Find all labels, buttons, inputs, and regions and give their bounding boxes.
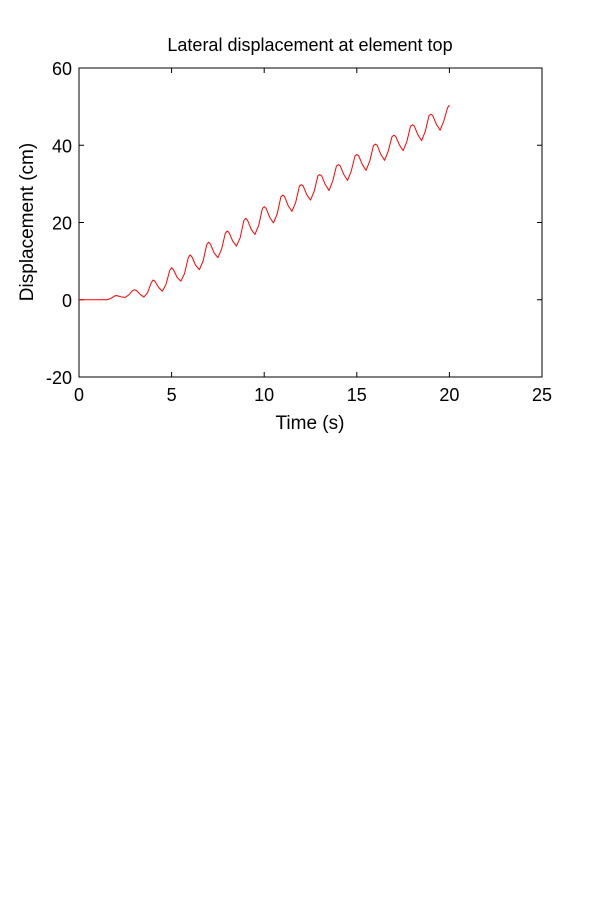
x-tick-label: 25 — [532, 385, 552, 405]
x-tick-label: 15 — [347, 385, 367, 405]
y-axis-ticks: -20 0 20 40 60 — [46, 59, 542, 388]
x-axis-ticks: 0 5 10 15 20 25 — [74, 68, 552, 405]
chart-title: Lateral displacement at element top — [167, 35, 452, 55]
y-tick-label: 20 — [52, 214, 72, 234]
y-tick-label: 60 — [52, 59, 72, 79]
y-tick-label: 40 — [52, 136, 72, 156]
x-axis-label: Time (s) — [276, 413, 345, 434]
x-tick-label: 0 — [74, 385, 84, 405]
y-axis-label: Displacement (cm) — [17, 143, 38, 301]
x-tick-label: 20 — [439, 385, 459, 405]
series-line-displacement — [79, 104, 450, 301]
y-tick-label: -20 — [46, 368, 72, 388]
y-tick-label: 0 — [62, 291, 72, 311]
axes-box — [78, 67, 543, 378]
series-layer — [79, 104, 450, 301]
x-tick-label: 10 — [254, 385, 274, 405]
x-tick-label: 5 — [167, 385, 177, 405]
